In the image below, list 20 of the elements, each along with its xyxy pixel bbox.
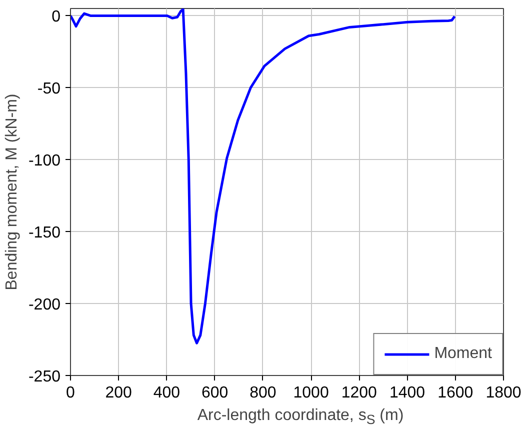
x-tick-label: 1800 (486, 384, 522, 402)
y-tick-label: -200 (28, 296, 61, 314)
y-tick-label: -50 (37, 80, 61, 98)
x-axis-title: Arc-length coordinate, s$_{S}$ (m) (197, 406, 404, 430)
y-tick-label: -150 (28, 224, 61, 242)
y-tick-label: -250 (28, 368, 61, 386)
x-tick-label: 1600 (438, 384, 474, 402)
x-tick-label: 1400 (389, 384, 426, 402)
line-series (70, 8, 456, 344)
y-axis-title: Bending moment, M (kN-m) (3, 94, 20, 290)
x-tick-label: 800 (250, 384, 276, 402)
x-tick-label: 1200 (341, 384, 378, 402)
legend-label: Moment (434, 345, 492, 363)
x-tick-label: 400 (153, 384, 180, 402)
x-tick-label: 200 (105, 384, 132, 402)
y-tick-label: -100 (28, 152, 61, 170)
y-tick-label: 0 (52, 8, 61, 26)
x-tick-label: 0 (66, 384, 76, 402)
x-tick-label: 1000 (293, 384, 329, 402)
x-tick-label: 600 (201, 384, 228, 402)
